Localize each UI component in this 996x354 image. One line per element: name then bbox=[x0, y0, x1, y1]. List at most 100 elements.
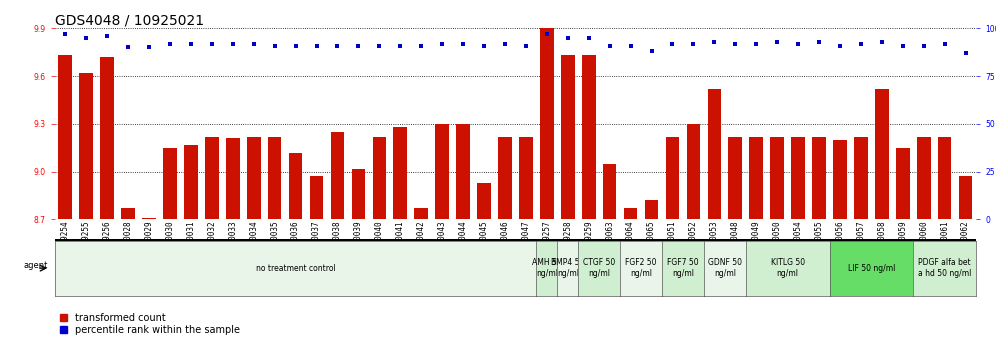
Point bbox=[225, 41, 241, 46]
Bar bbox=[142, 218, 155, 219]
Point bbox=[853, 41, 869, 46]
Point bbox=[706, 39, 722, 45]
Point bbox=[873, 39, 889, 45]
Bar bbox=[310, 176, 324, 219]
Point bbox=[413, 43, 429, 48]
Bar bbox=[623, 208, 637, 219]
Point bbox=[100, 33, 116, 39]
Point bbox=[141, 45, 157, 50]
Point bbox=[392, 43, 408, 48]
Point bbox=[581, 35, 597, 41]
Point bbox=[518, 43, 534, 48]
Bar bbox=[163, 148, 176, 219]
Bar bbox=[896, 148, 909, 219]
Point bbox=[267, 43, 283, 48]
Bar bbox=[834, 140, 847, 219]
Bar bbox=[456, 124, 470, 219]
Point bbox=[330, 43, 346, 48]
Point bbox=[434, 41, 450, 46]
Point bbox=[476, 43, 492, 48]
Bar bbox=[373, 137, 386, 219]
Text: CTGF 50
ng/ml: CTGF 50 ng/ml bbox=[583, 258, 616, 278]
Point bbox=[79, 35, 95, 41]
Bar bbox=[289, 153, 303, 219]
Point bbox=[162, 41, 178, 46]
Point bbox=[664, 41, 680, 46]
Point bbox=[602, 43, 618, 48]
Point bbox=[560, 35, 576, 41]
Point bbox=[832, 43, 848, 48]
Point bbox=[957, 50, 973, 56]
Point bbox=[539, 31, 555, 37]
Bar bbox=[707, 89, 721, 219]
Point bbox=[351, 43, 367, 48]
Point bbox=[455, 41, 471, 46]
Text: GDS4048 / 10925021: GDS4048 / 10925021 bbox=[55, 13, 204, 27]
Bar bbox=[770, 137, 784, 219]
Point bbox=[372, 43, 387, 48]
Bar bbox=[540, 21, 554, 219]
Point bbox=[58, 31, 74, 37]
Point bbox=[309, 43, 325, 48]
Bar bbox=[226, 138, 240, 219]
Bar bbox=[686, 124, 700, 219]
Bar bbox=[498, 137, 512, 219]
Bar bbox=[749, 137, 763, 219]
Point bbox=[769, 39, 785, 45]
Bar bbox=[393, 127, 407, 219]
Bar bbox=[205, 137, 219, 219]
Bar bbox=[812, 137, 826, 219]
Point bbox=[183, 41, 199, 46]
Point bbox=[790, 41, 806, 46]
Text: no treatment control: no treatment control bbox=[256, 264, 336, 273]
Bar bbox=[331, 132, 345, 219]
Text: agent: agent bbox=[24, 261, 48, 270]
Point bbox=[915, 43, 931, 48]
Point bbox=[246, 41, 262, 46]
Bar bbox=[80, 73, 93, 219]
Bar bbox=[938, 137, 951, 219]
Point bbox=[288, 43, 304, 48]
Bar bbox=[352, 169, 366, 219]
Bar bbox=[582, 55, 596, 219]
Point bbox=[204, 41, 220, 46]
Bar bbox=[644, 200, 658, 219]
Text: BMP4 50
ng/ml: BMP4 50 ng/ml bbox=[551, 258, 585, 278]
Text: LIF 50 ng/ml: LIF 50 ng/ml bbox=[848, 264, 895, 273]
Bar bbox=[477, 183, 491, 219]
Bar bbox=[561, 55, 575, 219]
Bar bbox=[435, 124, 449, 219]
Bar bbox=[414, 208, 428, 219]
Text: FGF7 50
ng/ml: FGF7 50 ng/ml bbox=[667, 258, 699, 278]
Bar bbox=[728, 137, 742, 219]
Bar bbox=[855, 137, 868, 219]
Text: FGF2 50
ng/ml: FGF2 50 ng/ml bbox=[625, 258, 656, 278]
Point bbox=[121, 45, 136, 50]
Bar bbox=[519, 137, 533, 219]
Bar bbox=[184, 144, 197, 219]
Point bbox=[727, 41, 743, 46]
Legend: transformed count, percentile rank within the sample: transformed count, percentile rank withi… bbox=[60, 313, 240, 335]
Point bbox=[748, 41, 764, 46]
Text: KITLG 50
ng/ml: KITLG 50 ng/ml bbox=[771, 258, 805, 278]
Bar bbox=[268, 137, 282, 219]
Point bbox=[894, 43, 910, 48]
Bar bbox=[875, 89, 888, 219]
Bar bbox=[665, 137, 679, 219]
Bar bbox=[959, 176, 972, 219]
Bar bbox=[603, 164, 617, 219]
Bar bbox=[101, 57, 114, 219]
Text: PDGF alfa bet
a hd 50 ng/ml: PDGF alfa bet a hd 50 ng/ml bbox=[918, 258, 971, 278]
Point bbox=[685, 41, 701, 46]
Point bbox=[622, 43, 638, 48]
Bar bbox=[247, 137, 261, 219]
Bar bbox=[917, 137, 930, 219]
Point bbox=[811, 39, 827, 45]
Bar bbox=[122, 208, 134, 219]
Bar bbox=[59, 55, 72, 219]
Bar bbox=[791, 137, 805, 219]
Text: AMH 50
ng/ml: AMH 50 ng/ml bbox=[532, 258, 562, 278]
Point bbox=[497, 41, 513, 46]
Point bbox=[643, 48, 659, 54]
Text: GDNF 50
ng/ml: GDNF 50 ng/ml bbox=[708, 258, 742, 278]
